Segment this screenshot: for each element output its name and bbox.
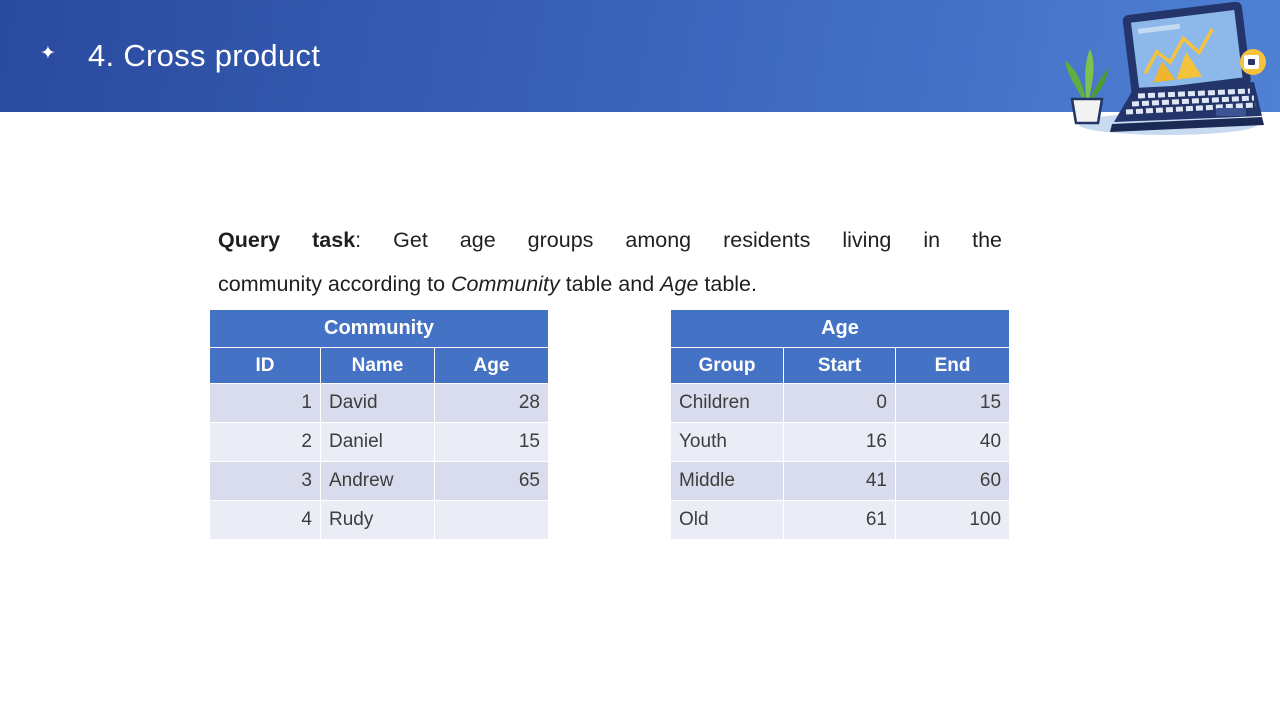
- table-row: Children 0 15: [670, 383, 1011, 423]
- laptop-keyboard: [1110, 82, 1264, 132]
- table-row: 2 Daniel 15: [209, 422, 549, 462]
- column-header: Name: [320, 347, 435, 384]
- table-cell: Rudy: [320, 500, 435, 540]
- query-text-1: : Get age groups among residents living …: [355, 228, 1002, 252]
- table-cell: [434, 500, 549, 540]
- table-row: Middle 41 60: [670, 461, 1011, 501]
- query-text-2: community according to: [218, 272, 452, 296]
- table-cell: 41: [783, 461, 896, 501]
- table-cell: Daniel: [320, 422, 435, 462]
- table-cell: 28: [434, 383, 549, 423]
- query-paragraph: Query task: Get age groups among residen…: [218, 218, 1002, 306]
- table-cell: 1: [209, 383, 321, 423]
- table-cell: Andrew: [320, 461, 435, 501]
- query-text-4: table.: [698, 272, 757, 296]
- community-table: Community ID Name Age 1 David 28 2 Danie…: [209, 309, 549, 540]
- table-cell: David: [320, 383, 435, 423]
- table-cell: Old: [670, 500, 784, 540]
- table-title: Community: [209, 309, 549, 348]
- table-cell: Youth: [670, 422, 784, 462]
- table-cell: 65: [434, 461, 549, 501]
- column-header: End: [894, 347, 1011, 384]
- plant-icon: [1065, 49, 1109, 125]
- table-row: 4 Rudy: [209, 500, 549, 540]
- table-cell: 2: [209, 422, 321, 462]
- table-cell: 16: [783, 422, 896, 462]
- query-line-1: Query task: Get age groups among residen…: [218, 218, 1002, 262]
- table-cell: 3: [209, 461, 321, 501]
- laptop-illustration: [1065, 2, 1266, 135]
- age-table-ref: Age: [660, 272, 699, 296]
- table-row: Old 61 100: [670, 500, 1011, 540]
- table-cell: Children: [670, 383, 784, 423]
- table-title-row: Age: [669, 309, 1011, 348]
- table-cell: 100: [894, 500, 1011, 540]
- table-cell: Middle: [670, 461, 784, 501]
- column-header: ID: [209, 347, 321, 384]
- community-table-ref: Community: [451, 272, 560, 296]
- table-cell: 60: [894, 461, 1011, 501]
- laptop-screen: [1122, 2, 1251, 99]
- table-header-row: Group Start End: [670, 347, 1011, 384]
- table-cell: 61: [783, 500, 896, 540]
- header-band: ✦ 4. Cross product: [0, 0, 1280, 112]
- query-label: Query task: [218, 228, 356, 252]
- table-cell: 15: [894, 383, 1011, 423]
- table-title-row: Community: [209, 309, 549, 348]
- column-header: Group: [670, 347, 784, 384]
- age-table: Age Group Start End Children 0 15 Youth …: [669, 309, 1011, 540]
- table-cell: 15: [434, 422, 549, 462]
- query-line-2: community according to Community table a…: [218, 262, 1002, 306]
- table-header-row: ID Name Age: [209, 347, 549, 384]
- table-row: 3 Andrew 65: [209, 461, 549, 501]
- table-cell: 0: [783, 383, 896, 423]
- table-row: 1 David 28: [209, 383, 549, 423]
- table-cell: 40: [894, 422, 1011, 462]
- column-header: Age: [434, 347, 549, 384]
- sparkle-icon: ✦: [40, 43, 56, 64]
- table-row: Youth 16 40: [670, 422, 1011, 462]
- column-header: Start: [783, 347, 896, 384]
- table-title: Age: [669, 309, 1011, 348]
- table-cell: 4: [209, 500, 321, 540]
- query-text-3: table and: [559, 272, 661, 296]
- mug-icon: [1240, 49, 1266, 75]
- page-title: 4. Cross product: [88, 38, 321, 73]
